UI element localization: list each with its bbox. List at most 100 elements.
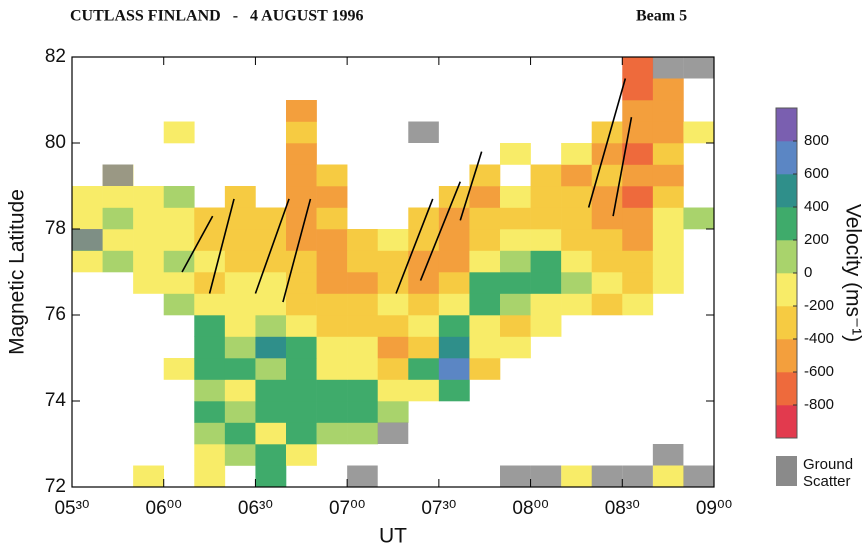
velocity-cell: [163, 358, 195, 380]
velocity-cell: [316, 422, 348, 445]
velocity-cell: [469, 186, 501, 208]
velocity-cell: [652, 250, 684, 273]
x-tick-label: 08³⁰: [605, 498, 640, 519]
velocity-cell: [469, 358, 501, 380]
velocity-cell: [224, 401, 256, 423]
velocity-cell: [316, 293, 348, 316]
colorbar-band: [776, 141, 797, 175]
ground-scatter-cell: [347, 465, 378, 487]
velocity-cell: [316, 207, 348, 230]
velocity-cell: [163, 207, 195, 230]
velocity-cell: [530, 315, 562, 337]
velocity-cell: [102, 229, 134, 251]
velocity-cell: [408, 379, 440, 402]
velocity-cell: [591, 272, 623, 294]
velocity-cell: [286, 164, 317, 187]
colorbar-band: [776, 108, 797, 142]
velocity-cell: [561, 229, 593, 251]
colorbar-band: [776, 174, 797, 208]
velocity-cell: [561, 250, 593, 273]
velocity-cell: [255, 444, 287, 466]
colorbar-band: [776, 306, 797, 340]
velocity-cell: [194, 358, 226, 380]
colorbar-label: Velocity (ms⁻¹): [841, 204, 863, 342]
velocity-cell: [561, 207, 593, 230]
ground-scatter-cell: [408, 121, 439, 143]
velocity-cell: [316, 272, 348, 294]
velocity-cell: [224, 379, 256, 402]
velocity-cell: [408, 229, 440, 251]
velocity-cell: [316, 250, 348, 273]
velocity-cell: [377, 272, 409, 294]
velocity-cell: [347, 379, 379, 402]
velocity-cell: [286, 250, 317, 273]
velocity-cell: [500, 293, 531, 316]
x-tick-label: 07⁰⁰: [329, 498, 365, 519]
x-tick-label: 08⁰⁰: [512, 498, 548, 519]
velocity-cell: [622, 57, 654, 79]
velocity-cell: [286, 229, 317, 251]
velocity-cell: [194, 315, 226, 337]
velocity-cell: [133, 207, 165, 230]
velocity-cell: [377, 293, 409, 316]
velocity-cell: [102, 186, 134, 208]
velocity-cell: [224, 422, 256, 445]
velocity-cell: [622, 207, 654, 230]
velocity-cell: [438, 272, 470, 294]
velocity-cell: [163, 272, 195, 294]
velocity-cell: [652, 78, 684, 101]
velocity-cell: [286, 358, 317, 380]
velocity-cell: [377, 379, 409, 402]
velocity-cell: [561, 293, 593, 316]
velocity-cell: [622, 293, 654, 316]
ground-scatter-label: Ground: [803, 456, 853, 473]
colorbar-tick-label: 0: [804, 264, 812, 281]
velocity-cell: [622, 100, 654, 122]
velocity-cell: [255, 207, 287, 230]
velocity-cell: [469, 315, 501, 337]
velocity-cell: [530, 272, 562, 294]
velocity-cell: [622, 186, 654, 208]
velocity-cell: [652, 272, 684, 294]
streak-line: [254, 198, 290, 294]
y-tick-label: 72: [45, 476, 66, 497]
velocity-cell: [622, 229, 654, 251]
velocity-cell: [255, 465, 287, 488]
velocity-cell: [469, 229, 501, 251]
velocity-cell: [500, 336, 531, 359]
ground-scatter-cell: [591, 465, 623, 487]
velocity-cell: [347, 422, 379, 445]
velocity-cell: [652, 186, 684, 208]
velocity-cell: [652, 100, 684, 122]
velocity-cell: [438, 358, 470, 380]
colorbar-band: [776, 273, 797, 307]
velocity-cell: [377, 250, 409, 273]
velocity-cell: [72, 250, 103, 273]
velocity-cell: [500, 315, 531, 337]
velocity-cell: [224, 272, 256, 294]
velocity-cell: [224, 358, 256, 380]
streak-line: [587, 78, 627, 208]
velocity-cell: [469, 164, 501, 187]
velocity-cell: [286, 272, 317, 294]
velocity-cell: [438, 229, 470, 251]
velocity-cell: [194, 250, 226, 273]
velocity-cell: [347, 315, 379, 337]
colorbar-tick-label: -400: [804, 330, 834, 347]
velocity-cell: [286, 207, 317, 230]
velocity-cell: [255, 315, 287, 337]
velocity-cell: [163, 121, 195, 144]
velocity-cell: [500, 272, 531, 294]
velocity-cell: [72, 186, 103, 208]
velocity-cell: [561, 164, 593, 187]
velocity-cell: [316, 379, 348, 402]
velocity-cell: [377, 401, 409, 423]
velocity-cell: [316, 315, 348, 337]
ground-scatter-cell: [652, 444, 684, 466]
ground-scatter-cell: [530, 465, 562, 487]
colorbar-tick-label: 400: [804, 198, 829, 215]
velocity-cell: [408, 293, 440, 316]
velocity-cell: [530, 250, 562, 273]
velocity-cell: [255, 229, 287, 251]
velocity-cell: [286, 121, 317, 144]
